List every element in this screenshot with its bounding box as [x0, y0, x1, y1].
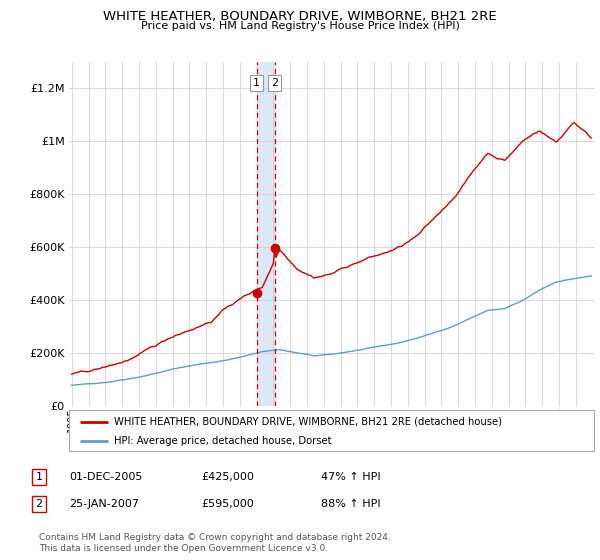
Text: WHITE HEATHER, BOUNDARY DRIVE, WIMBORNE, BH21 2RE (detached house): WHITE HEATHER, BOUNDARY DRIVE, WIMBORNE,… — [113, 417, 502, 427]
FancyBboxPatch shape — [69, 410, 594, 451]
Text: 1: 1 — [35, 472, 43, 482]
Text: 2: 2 — [271, 78, 278, 88]
Text: WHITE HEATHER, BOUNDARY DRIVE, WIMBORNE, BH21 2RE: WHITE HEATHER, BOUNDARY DRIVE, WIMBORNE,… — [103, 10, 497, 22]
Text: 88% ↑ HPI: 88% ↑ HPI — [321, 499, 380, 509]
Text: 25-JAN-2007: 25-JAN-2007 — [69, 499, 139, 509]
Text: 2: 2 — [35, 499, 43, 509]
Text: HPI: Average price, detached house, Dorset: HPI: Average price, detached house, Dors… — [113, 436, 331, 446]
Text: Price paid vs. HM Land Registry's House Price Index (HPI): Price paid vs. HM Land Registry's House … — [140, 21, 460, 31]
Text: £595,000: £595,000 — [201, 499, 254, 509]
Text: 1: 1 — [253, 78, 260, 88]
Text: 47% ↑ HPI: 47% ↑ HPI — [321, 472, 380, 482]
Text: Contains HM Land Registry data © Crown copyright and database right 2024.
This d: Contains HM Land Registry data © Crown c… — [39, 533, 391, 553]
Text: 01-DEC-2005: 01-DEC-2005 — [69, 472, 142, 482]
Bar — [257, 62, 275, 406]
Text: £425,000: £425,000 — [201, 472, 254, 482]
